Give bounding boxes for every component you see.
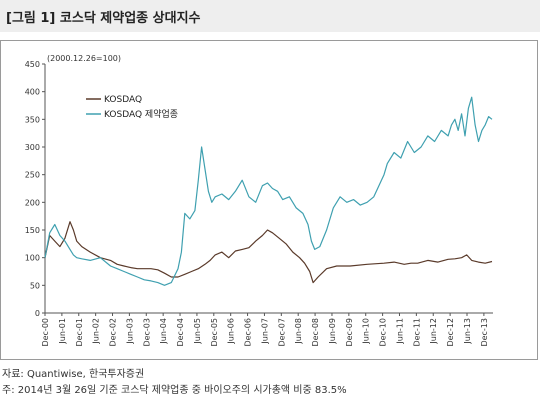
x-tick-label: Dec-01: [75, 318, 84, 347]
series-line-pharma: [44, 96, 493, 286]
series-line-kosdaq: [44, 221, 493, 284]
series-lines: [44, 96, 493, 286]
legend-label-kosdaq: KOSDAQ: [104, 95, 142, 105]
x-tick-label: Jun-03: [125, 318, 134, 345]
x-tick-label: Jun-06: [227, 318, 236, 345]
y-tick-label: 400: [25, 88, 40, 97]
y-tick-label: 250: [25, 171, 40, 180]
x-tick-label: Dec-05: [210, 318, 219, 347]
x-tick-label: Dec-03: [142, 318, 151, 347]
x-tick-label: Jun-01: [58, 318, 67, 345]
x-tick-label: Dec-02: [109, 318, 118, 347]
x-tick-label: Dec-11: [412, 318, 421, 347]
x-tick-label: Jun-09: [328, 318, 337, 345]
y-tick-label: 150: [25, 226, 40, 235]
source-note: 자료: Quantiwise, 한국투자증권: [2, 369, 145, 380]
y-tick-label: 350: [25, 115, 40, 124]
y-tick-label: 100: [25, 254, 40, 263]
chart-title: [그림 1] 코스닥 제약업종 상대지수: [6, 11, 201, 26]
line-chart: (2000.12.26=100) 0 50 100 150 200 250 300 350 40…: [25, 54, 493, 347]
x-tick-label: Dec-07: [277, 318, 286, 347]
x-tick-label: Dec-12: [446, 318, 455, 347]
x-tick-label: Jun-08: [294, 318, 303, 345]
legend: KOSDAQ KOSDAQ 제약업종: [86, 95, 178, 120]
x-tick-label: Dec-00: [41, 318, 50, 347]
y-tick-label: 300: [25, 143, 40, 152]
x-tick-label: Jun-13: [463, 318, 472, 345]
x-tick-labels: Dec-00 Jun-01 Dec-01 Jun-02 Dec-02 Jun-03 Dec-…: [41, 313, 489, 347]
x-tick-label: Jun-07: [260, 318, 269, 345]
chart-frame: (2000.12.26=100) 0 50 100 150 200 250 300 350 40…: [0, 40, 538, 360]
x-tick-label: Jun-04: [159, 318, 168, 345]
x-tick-label: Jun-02: [92, 318, 101, 345]
x-tick-label: Dec-06: [244, 318, 253, 347]
legend-label-pharma: KOSDAQ 제약업종: [104, 108, 178, 120]
x-tick-label: Jun-12: [429, 318, 438, 345]
y-tick-label: 450: [25, 60, 40, 69]
base-date-annotation: (2000.12.26=100): [47, 54, 121, 63]
x-tick-label: Dec-09: [345, 318, 354, 347]
x-tick-label: Dec-08: [311, 318, 320, 347]
x-tick-label: Dec-04: [176, 318, 185, 347]
y-tick-label: 50: [30, 281, 40, 290]
x-tick-label: Jun-10: [362, 318, 371, 345]
footnote: 주: 2014년 3월 26일 기준 코스닥 제약업종 중 바이오주의 시가총액…: [2, 385, 347, 396]
x-tick-label: Dec-13: [480, 318, 489, 347]
y-tick-label: 0: [35, 309, 40, 318]
x-tick-label: Dec-10: [379, 318, 388, 347]
y-tick-label: 200: [25, 198, 40, 207]
title-bar: [그림 1] 코스닥 제약업종 상대지수: [0, 0, 540, 32]
x-tick-label: Jun-05: [193, 318, 202, 345]
x-tick-label: Jun-11: [395, 318, 404, 345]
y-tick-labels: 0 50 100 150 200 250 300 350 400 450: [25, 60, 45, 318]
